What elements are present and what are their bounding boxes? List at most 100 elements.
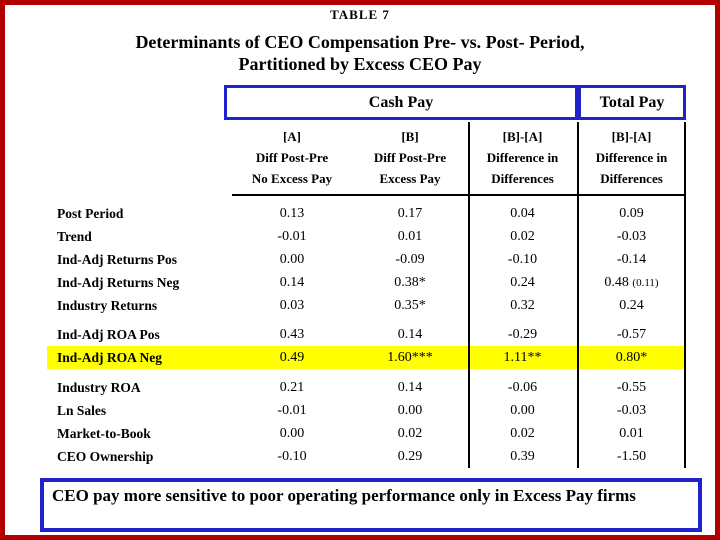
column-header-line: Differences: [491, 171, 554, 186]
column-header-line: Diff Post-Pre: [255, 150, 329, 165]
total-pay-group-header: Total Pay: [578, 85, 686, 120]
column-header-line: [B]-[A]: [611, 129, 652, 144]
value-cell: 0.00: [510, 402, 535, 418]
table-body: Post Period 0.13 0.17 0.04 0.09 Trend -0.01 0.0…: [47, 196, 686, 468]
row-label: Ind-Adj ROA Neg: [57, 349, 163, 365]
cash-pay-group-header: Cash Pay: [224, 85, 578, 120]
table-row: Ind-Adj ROA Neg 0.49 1.60*** 1.11** 0.80*: [47, 346, 686, 369]
row-label: Industry ROA: [57, 379, 141, 395]
row-label: Ind-Adj Returns Neg: [57, 274, 180, 290]
row-label: Industry Returns: [57, 297, 158, 313]
value-cell: -0.01: [277, 228, 307, 244]
slide-title-line2: Partitioned by Excess CEO Pay: [238, 54, 482, 74]
column-header-line: Difference in: [595, 150, 668, 165]
row-label: Ln Sales: [57, 402, 107, 418]
value-cell: 0.48 (0.11): [604, 274, 659, 290]
table-number-heading: TABLE 7: [330, 7, 390, 22]
table-row: Ind-Adj ROA Pos 0.43 0.14 -0.29 -0.57: [47, 323, 686, 346]
column-divider: [468, 122, 470, 468]
table-row: Market-to-Book 0.00 0.02 0.02 0.01: [47, 422, 686, 445]
value-cell: -0.10: [277, 448, 307, 464]
value-cell: -0.14: [616, 251, 647, 267]
column-header: [A] Diff Post-Pre No Excess Pay: [232, 122, 352, 196]
value-cell: 0.04: [510, 205, 535, 221]
value-cell: -1.50: [616, 448, 647, 464]
row-label: Ind-Adj Returns Pos: [57, 251, 178, 267]
column-header-line: No Excess Pay: [251, 171, 333, 186]
value-cell: 0.21: [279, 379, 305, 395]
value-cell: 0.03: [279, 297, 305, 313]
takeaway-note-text: CEO pay more sensitive to poor operating…: [52, 486, 636, 505]
value-cell: 0.35*: [394, 297, 426, 313]
table-row: Post Period 0.13 0.17 0.04 0.09: [47, 202, 686, 225]
table-row: CEO Ownership -0.10 0.29 0.39 -1.50: [47, 445, 686, 468]
value-cell: -0.03: [616, 228, 647, 244]
row-label: Trend: [57, 228, 92, 244]
value-cell: 0.29: [397, 448, 423, 464]
value-cell: 0.24: [510, 274, 535, 290]
value-cell: -0.29: [507, 326, 538, 342]
table-section: Ind-Adj ROA Pos 0.43 0.14 -0.29 -0.57 Ind-Adj…: [47, 323, 686, 369]
value-cell: 1.11**: [503, 349, 542, 365]
slide-title: Determinants of CEO Compensation Pre- vs…: [5, 31, 715, 75]
value-cell: -0.06: [507, 379, 538, 395]
value-cell: -0.10: [507, 251, 538, 267]
takeaway-note: CEO pay more sensitive to poor operating…: [40, 478, 702, 532]
value-cell: 0.80*: [615, 349, 648, 365]
value-cell: -0.09: [395, 251, 425, 267]
cash-pay-label: Cash Pay: [368, 93, 434, 111]
column-header: [B] Diff Post-Pre Excess Pay: [352, 122, 468, 196]
column-header-line: [B]-[A]: [502, 129, 543, 144]
column-header-line: [B]: [401, 129, 419, 144]
table-row: Trend -0.01 0.01 0.02 -0.03: [47, 225, 686, 248]
value-cell: 1.60***: [387, 349, 433, 365]
column-header: [B]-[A] Difference in Differences: [577, 122, 686, 196]
total-pay-label: Total Pay: [599, 93, 665, 111]
value-cell: 0.02: [510, 425, 535, 441]
value-cell: 0.09: [619, 205, 644, 221]
value-cell: 0.49: [279, 349, 305, 365]
column-header: [B]-[A] Difference in Differences: [468, 122, 577, 196]
value-cell: -0.55: [616, 379, 647, 395]
value-cell: 0.39: [510, 448, 535, 464]
table-row: Ind-Adj Returns Pos 0.00 -0.09 -0.10 -0.14: [47, 248, 686, 271]
row-label: Post Period: [57, 205, 124, 221]
value-cell: 0.00: [397, 402, 423, 418]
column-header-line: [A]: [282, 129, 302, 144]
value-cell: -0.01: [277, 402, 307, 418]
value-cell: 0.24: [619, 297, 644, 313]
value-cell: -0.03: [616, 402, 647, 418]
value-parenthetical: (0.11): [632, 276, 659, 289]
table-row: Industry Returns 0.03 0.35* 0.32 0.24: [47, 294, 686, 317]
value-cell: -0.57: [616, 326, 647, 342]
determinants-table: [A] Diff Post-Pre No Excess Pay [B] Diff Pos…: [47, 122, 686, 468]
column-divider: [577, 122, 579, 468]
value-cell: 0.13: [279, 205, 305, 221]
table-right-border: [684, 122, 686, 468]
value-cell: 0.38*: [394, 274, 426, 290]
row-label: CEO Ownership: [57, 448, 154, 464]
value-cell: 0.01: [397, 228, 423, 244]
value-cell: 0.14: [397, 379, 423, 395]
column-header-line: Difference in: [486, 150, 559, 165]
value-cell: 0.00: [279, 425, 305, 441]
value-cell: 0.02: [397, 425, 423, 441]
value-cell: 0.02: [510, 228, 535, 244]
row-label: Market-to-Book: [57, 425, 151, 441]
table-row: Ind-Adj Returns Neg 0.14 0.38* 0.24 0.48 (0.…: [47, 271, 686, 294]
row-label: Ind-Adj ROA Pos: [57, 326, 160, 342]
table-section: Industry ROA 0.21 0.14 -0.06 -0.55 Ln Sales -0…: [47, 376, 686, 468]
value-cell: 0.43: [279, 326, 305, 342]
value-cell: 0.32: [510, 297, 535, 313]
column-header-line: Differences: [600, 171, 663, 186]
table-section: Post Period 0.13 0.17 0.04 0.09 Trend -0.01 0.0…: [47, 196, 686, 317]
value-cell: 0.01: [619, 425, 644, 441]
table-header-row: [A] Diff Post-Pre No Excess Pay [B] Diff Pos…: [47, 122, 686, 196]
column-header-line: Excess Pay: [379, 171, 441, 186]
column-header-line: Diff Post-Pre: [373, 150, 447, 165]
value-cell: 0.17: [397, 205, 423, 221]
row-label-header: [47, 122, 232, 196]
value-cell: 0.14: [279, 274, 305, 290]
value-cell: 0.00: [279, 251, 305, 267]
